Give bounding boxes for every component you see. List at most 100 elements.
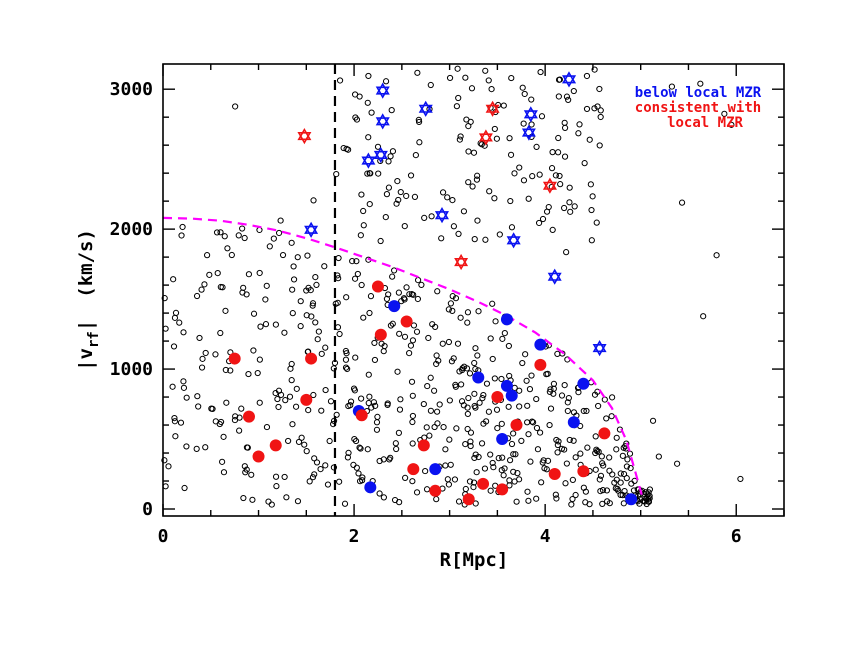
blue-star-point (547, 268, 562, 285)
background-galaxy-point (489, 459, 496, 467)
background-galaxy-point (180, 329, 187, 336)
background-galaxy-point (372, 402, 379, 409)
background-galaxy-point (275, 387, 283, 394)
background-galaxy-point (470, 149, 478, 156)
red-star-point-down (297, 132, 312, 145)
background-galaxy-point (311, 455, 318, 462)
background-galaxy-point (552, 172, 559, 179)
background-galaxy-point (436, 401, 443, 408)
background-galaxy-point (597, 107, 604, 114)
background-galaxy-point (587, 181, 594, 188)
background-galaxy-point (378, 340, 385, 347)
background-galaxy-point (564, 399, 571, 406)
y-axis-title-units: (km/s) (75, 229, 97, 298)
background-galaxy-point (333, 411, 340, 418)
background-galaxy-point (250, 310, 258, 317)
background-galaxy-point (311, 471, 318, 478)
background-galaxy-point (340, 144, 347, 152)
background-galaxy-point (322, 344, 329, 351)
background-galaxy-point (546, 421, 553, 429)
red-star-point-up (297, 127, 312, 141)
background-galaxy-point (409, 412, 417, 420)
background-galaxy-point (453, 103, 460, 110)
background-galaxy-point (461, 363, 468, 370)
background-galaxy-point (479, 395, 486, 402)
background-galaxy-point (345, 449, 352, 457)
background-galaxy-point (382, 213, 389, 221)
background-galaxy-point (454, 340, 462, 347)
background-galaxy-point (593, 446, 600, 453)
background-galaxy-point (537, 68, 544, 76)
background-galaxy-point (599, 487, 607, 494)
background-galaxy-point (395, 196, 402, 204)
background-galaxy-point (528, 372, 535, 379)
background-galaxy-point (457, 314, 464, 321)
consistent-mzr-point (534, 358, 547, 371)
background-galaxy-point (564, 407, 571, 415)
background-galaxy-point (342, 364, 350, 371)
background-galaxy-point (474, 352, 481, 359)
background-galaxy-point (235, 232, 242, 239)
background-galaxy-point (566, 436, 573, 444)
background-galaxy-point (221, 233, 228, 240)
background-galaxy-point (595, 402, 602, 410)
y-axis-title: |vrf| (km/s) (75, 229, 102, 371)
background-galaxy-point (556, 76, 563, 83)
consistent-mzr-point (598, 427, 611, 440)
background-galaxy-point (621, 487, 628, 495)
background-galaxy-point (343, 145, 350, 153)
background-galaxy-point (375, 170, 382, 177)
background-galaxy-point (424, 382, 431, 390)
background-galaxy-point (344, 454, 351, 461)
background-galaxy-point (371, 339, 378, 347)
background-galaxy-point (492, 318, 499, 325)
background-galaxy-point (580, 484, 587, 491)
background-galaxy-point (471, 359, 478, 367)
background-galaxy-point (557, 181, 564, 188)
blue-star-point-down (562, 75, 577, 88)
background-galaxy-point (485, 408, 492, 415)
background-galaxy-point (181, 484, 188, 492)
background-galaxy-point (427, 81, 434, 89)
background-galaxy-point (586, 501, 593, 508)
background-galaxy-point (364, 99, 371, 106)
background-galaxy-point (524, 488, 531, 495)
background-galaxy-point (384, 401, 391, 408)
consistent-mzr-point (300, 393, 313, 406)
background-galaxy-point (290, 263, 297, 270)
background-galaxy-point (464, 319, 471, 326)
background-galaxy-point (469, 183, 476, 190)
background-galaxy-point (279, 251, 287, 259)
background-galaxy-point (472, 345, 479, 352)
background-galaxy-point (180, 384, 188, 391)
background-galaxy-point (217, 229, 224, 236)
blue-star-point (521, 124, 536, 141)
background-galaxy-point (321, 263, 328, 270)
background-galaxy-point (243, 291, 250, 298)
background-galaxy-point (248, 471, 255, 478)
background-galaxy-point (617, 479, 624, 486)
background-galaxy-point (241, 463, 248, 470)
background-galaxy-point (365, 72, 372, 80)
background-galaxy-point (385, 158, 392, 165)
background-galaxy-point (352, 354, 359, 361)
blue-star-point-up (562, 71, 577, 84)
background-galaxy-point (202, 349, 209, 357)
background-galaxy-point (394, 368, 401, 375)
background-galaxy-point (365, 399, 372, 407)
background-galaxy-point (554, 350, 561, 357)
background-galaxy-point (422, 467, 429, 475)
background-galaxy-point (428, 213, 435, 220)
blue-star-point (361, 152, 376, 169)
background-galaxy-point (453, 425, 460, 432)
background-galaxy-point (387, 153, 394, 160)
background-galaxy-point (432, 323, 439, 331)
background-galaxy-point (309, 302, 316, 309)
x-tick-label: 6 (731, 526, 742, 547)
background-galaxy-point (307, 287, 314, 294)
background-galaxy-point (413, 489, 421, 496)
background-galaxy-point (303, 448, 310, 455)
background-galaxy-point (499, 335, 506, 342)
background-galaxy-point (389, 148, 397, 155)
